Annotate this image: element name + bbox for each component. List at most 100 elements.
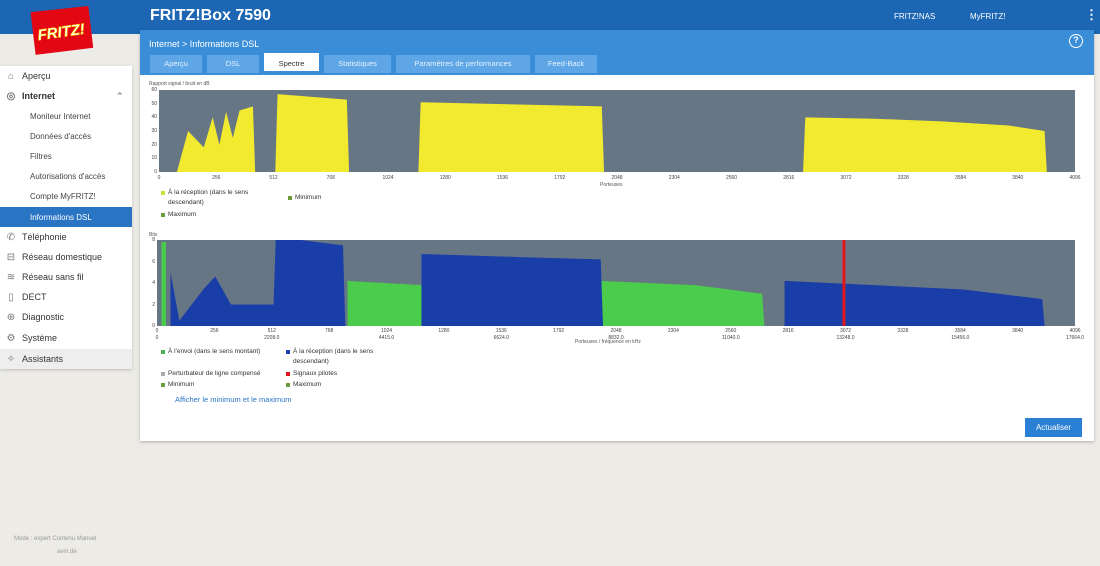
snr-ytick-3: 30 [151, 128, 157, 134]
sidebar-item-reseau-domestique[interactable]: ⊟ Réseau domestique [0, 247, 132, 267]
sidebar: ⌂ Aperçu ◎ Internet ⌃ Moniteur Internet Don… [0, 66, 132, 369]
snr-xtick-15: 3840 [1012, 175, 1024, 181]
chevron-up-icon[interactable]: ⌃ [116, 90, 124, 101]
tab-statistiques[interactable]: Statistiques [324, 55, 391, 73]
fritz-logo[interactable]: FRITZ! [26, 6, 96, 56]
snr-xtick-6: 1536 [496, 175, 509, 181]
legend-bits-perturbateur: Perturbateur de ligne compensé [161, 369, 261, 379]
tab-feed-back[interactable]: Feed-Back [535, 55, 597, 73]
legend-label: À la réception (dans le sens descendant) [293, 348, 374, 365]
footer-domain[interactable]: avm.de [57, 549, 77, 555]
sidebar-item-label: Moniteur Internet [30, 111, 91, 121]
snr-xtick-10: 2560 [725, 175, 738, 181]
sidebar-item-label: Réseau sans fil [22, 272, 84, 282]
snr-xtick-8: 2048 [611, 175, 623, 181]
sidebar-item-filtres[interactable]: Filtres [0, 146, 132, 166]
sidebar-item-apercu[interactable]: ⌂ Aperçu [0, 66, 132, 86]
sidebar-item-compte-myfritz[interactable]: Compte MyFRITZ! [0, 186, 132, 206]
sidebar-item-label: Autorisations d'accès [30, 171, 106, 181]
app-title: FRITZ!Box 7590 [150, 7, 271, 24]
sidebar-item-label: Aperçu [22, 71, 51, 81]
breadcrumb: Internet > Informations DSL [149, 39, 260, 49]
snr-xtick-13: 3328 [897, 175, 909, 181]
legend-label: Maximum [168, 211, 197, 218]
legend-label: Minimum [295, 194, 322, 201]
sidebar-item-label: Compte MyFRITZ! [30, 191, 96, 201]
bits-xtick-4: 1024 [380, 328, 393, 334]
sidebar-item-autorisations[interactable]: Autorisations d'accès [0, 166, 132, 186]
snr-xtick-11: 2816 [783, 175, 795, 181]
snr-xtick-4: 1024 [382, 175, 394, 181]
legend-label: Maximum [293, 381, 322, 388]
sidebar-item-diagnostic[interactable]: ⊕ Diagnostic [0, 307, 132, 327]
snr-xtick-12: 3072 [840, 175, 852, 181]
bits-ytick-1: 6 [152, 258, 155, 265]
legend-label: À la réception (dans le sens descendant) [168, 189, 249, 206]
bits-xtick-14: 3584 [954, 328, 966, 334]
sidebar-item-internet[interactable]: ◎ Internet ⌃ [0, 86, 132, 106]
sidebar-item-donnees-acces[interactable]: Données d'accès [0, 126, 132, 146]
sidebar-item-telephonie[interactable]: ✆ Téléphonie [0, 227, 132, 247]
legend-bits-minimum: Minimum [161, 380, 194, 390]
bits-freqtick-4: 4415.0 [378, 335, 395, 341]
sidebar-item-systeme[interactable]: ⚙ Système [0, 328, 132, 348]
bits-freqtick-0: 0 [155, 335, 159, 341]
bits-ytick-0: 8 [152, 237, 155, 243]
snr-xtick-7: 1792 [554, 175, 566, 181]
legend-bits-envoi: À l'envoi (dans le sens montant) [161, 347, 260, 357]
home-icon: ⌂ [7, 70, 15, 82]
network-icon: ⊟ [6, 251, 16, 263]
fritznas-link[interactable]: FRITZ!NAS [894, 12, 936, 21]
snr-chart-xlabel: Porteuses [600, 182, 623, 188]
bits-xtick-11: 2816 [782, 328, 794, 334]
bits-xtick-15: 3840 [1012, 328, 1024, 334]
tab-parametres-performances[interactable]: Paramètres de performances [396, 55, 530, 73]
legend-swatch [161, 372, 165, 376]
bits-chart [157, 240, 1075, 326]
snr-xtick-5: 1280 [439, 175, 451, 181]
snr-xtick-16: 4096 [1069, 175, 1081, 181]
sidebar-item-label: Informations DSL [30, 212, 92, 222]
sidebar-item-dect[interactable]: ▯ DECT [0, 287, 132, 307]
wifi-icon: ≋ [6, 271, 16, 283]
legend-label: Perturbateur de ligne compensé [168, 370, 261, 377]
bits-xtick-3: 768 [324, 328, 334, 334]
sidebar-item-label: DECT [22, 292, 47, 302]
tab-spectre[interactable]: Spectre [264, 53, 319, 73]
phone-icon: ✆ [6, 231, 16, 243]
series-0-area-1 [347, 280, 422, 326]
bits-xtick-12: 3072 [839, 328, 852, 334]
sidebar-item-informations-dsl[interactable]: Informations DSL [0, 207, 132, 227]
myfritz-link[interactable]: MyFRITZ! [970, 12, 1006, 21]
bits-freqtick-10: 11040.0 [721, 335, 740, 341]
snr-ytick-2: 40 [151, 114, 157, 121]
bits-xtick-9: 2304 [667, 328, 679, 334]
bits-ytick-2: 4 [152, 280, 155, 286]
bits-xtick-10: 2560 [725, 328, 737, 334]
series-0-area [176, 94, 1047, 172]
footer-links[interactable]: Mode : expert Contenu Manuel [14, 536, 97, 542]
bits-chart-ylabel: Bits [149, 232, 158, 238]
sidebar-item-label: Réseau domestique [22, 252, 103, 262]
legend-snr-reception: À la réception (dans le sens descendant) [161, 188, 279, 208]
legend-swatch [286, 383, 290, 387]
legend-swatch [161, 383, 165, 387]
snr-ytick-5: 10 [151, 155, 157, 162]
pilot-signal-marker [842, 240, 846, 326]
snr-chart [159, 90, 1075, 172]
more-menu-icon[interactable]: ⋮ [1085, 7, 1098, 22]
bits-xtick-8: 2048 [610, 328, 622, 334]
sidebar-item-assistants[interactable]: ✧ Assistants [0, 349, 132, 369]
legend-label: Minimum [168, 381, 195, 388]
bits-xtick-16: 4096 [1069, 328, 1081, 334]
sidebar-item-label: Internet [22, 91, 56, 101]
tab-apercu[interactable]: Aperçu [150, 55, 202, 73]
help-icon[interactable]: ? [1069, 34, 1083, 48]
legend-label: Signaux pilotes [293, 370, 338, 377]
refresh-button[interactable]: Actualiser [1025, 418, 1082, 437]
sidebar-item-reseau-sans-fil[interactable]: ≋ Réseau sans fil [0, 267, 132, 287]
show-minmax-link[interactable]: Afficher le minimum et le maximum [175, 395, 292, 404]
sidebar-item-moniteur-internet[interactable]: Moniteur Internet [0, 106, 132, 126]
gear-icon: ⚙ [6, 332, 16, 344]
tab-dsl[interactable]: DSL [207, 55, 259, 73]
